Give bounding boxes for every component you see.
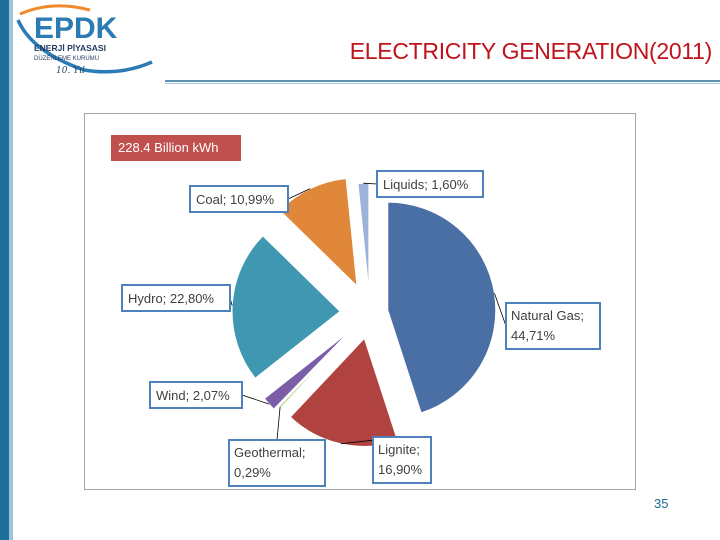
slice-label-box: [505, 302, 601, 350]
slice-label-text: Wind; 2,07%: [156, 388, 230, 403]
slice-label-box: [189, 185, 289, 213]
slice-label-text: 16,90%: [378, 462, 423, 477]
slice-label-box: [376, 170, 484, 198]
accent-bar: [0, 0, 9, 540]
pie-slice-liquids: [357, 182, 370, 292]
pie-slice-lignite: [289, 337, 399, 447]
logo-line1: ENERJİ PİYASASI: [34, 43, 106, 53]
slice-label-text: Coal; 10,99%: [196, 192, 274, 207]
slice-label-text: Hydro; 22,80%: [128, 291, 214, 306]
leader-line: [363, 182, 378, 185]
epdk-logo: EPDK ENERJİ PİYASASI DÜZENLEME KURUMU 10…: [16, 4, 153, 76]
slice-label-text: Natural Gas;: [511, 308, 584, 323]
logo-arc-icon: [19, 4, 91, 16]
logo-signature: 10. Yıl: [56, 66, 85, 76]
total-generation-label: 228.4 Billion kWh: [111, 135, 241, 161]
slice-label-box: [228, 439, 326, 487]
pie-slice-natural-gas: [387, 201, 497, 414]
pie-chart: Natural Gas; 44,71% Lignite; 16,90% Geotherm…: [121, 170, 601, 487]
leader-line: [276, 406, 281, 441]
slice-label-text: 44,71%: [511, 328, 556, 343]
leader-line: [241, 394, 270, 405]
logo-line2: DÜZENLEME KURUMU: [34, 55, 99, 62]
logo-mark: EPDK: [34, 12, 118, 45]
page-number: 35: [654, 496, 669, 511]
slice-label-text: 0,29%: [234, 465, 271, 480]
slice-label-box: [149, 381, 243, 409]
header-divider-thin: [165, 83, 720, 84]
pie-slice-wind: [263, 331, 350, 410]
logo-swoosh-icon: [16, 19, 153, 74]
accent-bar-light: [9, 0, 13, 540]
pie-slice-hydro: [231, 235, 341, 379]
leader-line: [287, 188, 311, 200]
slice-label-box: [121, 284, 231, 312]
header-divider: [165, 80, 720, 82]
pie-slice-geothermal: [278, 328, 356, 409]
leader-line: [494, 293, 507, 327]
page-title: ELECTRICITY GENERATION(2011): [349, 38, 713, 64]
slice-label-text: Liquids; 1,60%: [383, 177, 469, 192]
slice-label-text: Lignite;: [378, 442, 420, 457]
slice-label-text: Geothermal;: [234, 445, 306, 460]
slice-label-box: [372, 436, 432, 484]
